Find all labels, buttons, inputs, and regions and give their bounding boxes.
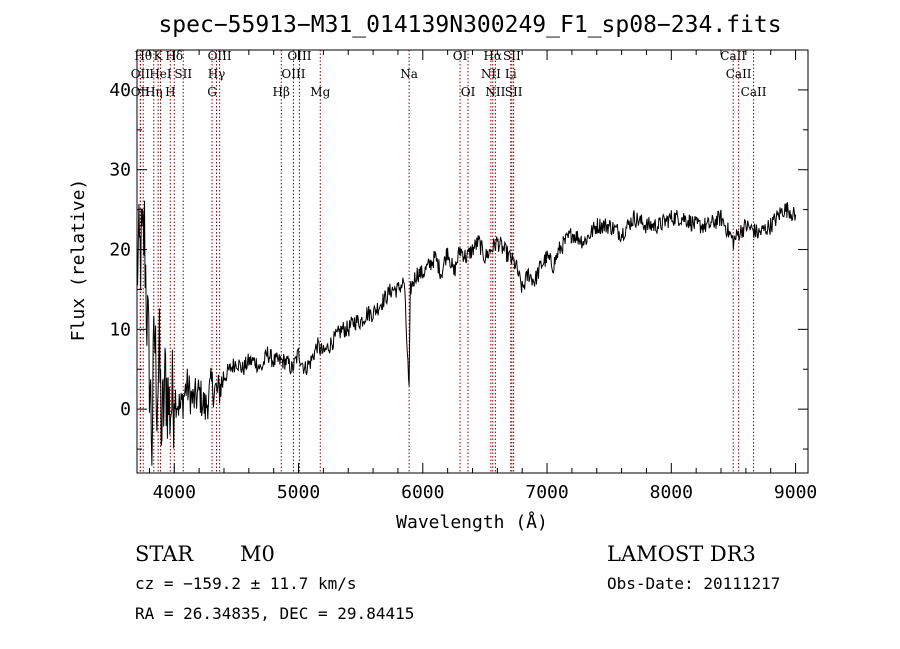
line-marker-label-4: OIII	[287, 49, 311, 63]
line-marker-label-8: CaII	[720, 49, 746, 63]
line-marker-label-23: Mg	[310, 85, 330, 99]
x-tick-label-7000: 7000	[525, 482, 568, 503]
y-tick-label-10: 10	[109, 319, 131, 340]
line-marker-label-20: H	[165, 85, 175, 99]
x-tick-label-4000: 4000	[153, 482, 196, 503]
x-axis-label: Wavelength (Å)	[396, 511, 548, 533]
coordinates-text: RA = 26.34835, DEC = 29.84415	[135, 604, 414, 623]
line-marker-label-24: OI	[461, 85, 476, 99]
line-marker-label-11: SII	[174, 67, 192, 81]
star-class-label: STAR	[135, 542, 194, 566]
line-marker-label-25: NII	[485, 85, 505, 99]
axes: 4000 5000 6000 7000 8000 9000 0 10 20 30 40	[109, 49, 817, 503]
line-marker-label-17: CaII	[726, 67, 752, 81]
star-subclass-label: M0	[240, 542, 275, 566]
spectrum-line	[136, 200, 797, 466]
y-tick-label-40: 40	[109, 80, 131, 101]
redshift-text: cz = −159.2 ± 11.7 km/s	[135, 574, 357, 593]
x-tick-label-5000: 5000	[277, 482, 320, 503]
line-marker-label-6: Hα	[483, 49, 502, 63]
line-marker-label-18: OII	[131, 85, 151, 99]
survey-label: LAMOST DR3	[607, 542, 756, 566]
x-tick-label-6000: 6000	[401, 482, 444, 503]
line-marker-label-12: Hγ	[208, 67, 226, 81]
series-layer	[136, 200, 797, 466]
line-marker-label-14: Na	[400, 67, 418, 81]
obs-date-text: Obs-Date: 20111217	[607, 574, 780, 593]
y-tick-label-30: 30	[109, 160, 131, 181]
line-marker-label-27: CaII	[741, 85, 767, 99]
line-marker-label-3: OIII	[208, 49, 232, 63]
line-marker-label-9: OII	[131, 67, 151, 81]
x-tick-label-8000: 8000	[650, 482, 693, 503]
y-axis-label: Flux (relative)	[68, 179, 89, 342]
line-marker-label-5: OI	[453, 49, 468, 63]
line-marker-label-0: Hθ	[134, 49, 152, 63]
line-marker-label-22: Hβ	[273, 85, 290, 99]
y-tick-label-20: 20	[109, 240, 131, 261]
line-marker-label-19: Hη	[145, 85, 163, 99]
plot-frame	[136, 49, 809, 474]
line-marker-label-10: HeI	[149, 67, 172, 81]
chart-title: spec−55913−M31_014139N300249_F1_sp08−234…	[158, 12, 781, 38]
line-marker-label-16: Li	[505, 67, 517, 81]
x-tick-label-9000: 9000	[774, 482, 817, 503]
line-marker-label-26: SII	[505, 85, 523, 99]
y-tick-label-0: 0	[120, 399, 131, 420]
line-marker-label-7: SII	[503, 49, 521, 63]
line-marker-label-1: K	[154, 49, 164, 63]
line-marker-label-21: G	[207, 85, 217, 99]
line-marker-label-15: NII	[481, 67, 501, 81]
line-marker-label-13: OIII	[281, 67, 305, 81]
